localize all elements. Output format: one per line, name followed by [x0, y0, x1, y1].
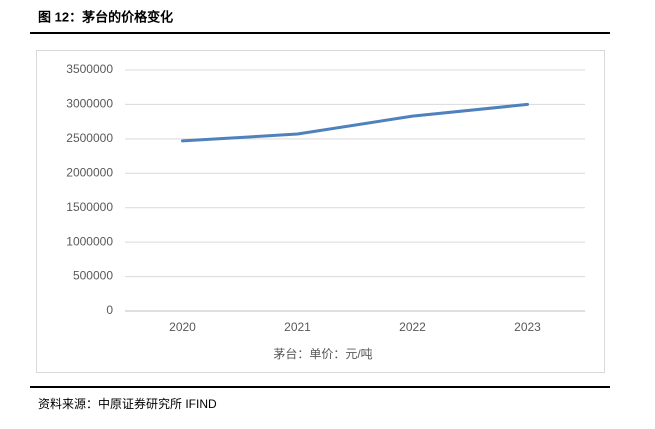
y-tick-label: 2500000 — [66, 131, 113, 145]
y-tick-label: 1500000 — [66, 200, 113, 214]
x-tick-label: 2021 — [284, 320, 311, 334]
x-tick-label: 2022 — [399, 320, 426, 334]
source: 资料来源：中原证券研究所 IFIND — [38, 396, 217, 411]
data-line — [181, 102, 529, 143]
chart-title: 图 12：茅台的价格变化 — [38, 9, 173, 24]
legend-label: 茅台：单价：元/吨 — [273, 346, 372, 361]
y-tick-label: 3000000 — [66, 97, 113, 111]
x-tick-label: 2023 — [514, 320, 541, 334]
y-tick-label: 0 — [106, 303, 113, 317]
y-tick-label: 1000000 — [66, 234, 113, 248]
y-tick-label: 2000000 — [66, 165, 113, 179]
y-tick-label: 3500000 — [66, 62, 113, 76]
y-tick-label: 500000 — [73, 269, 113, 283]
x-tick-label: 2020 — [169, 320, 196, 334]
